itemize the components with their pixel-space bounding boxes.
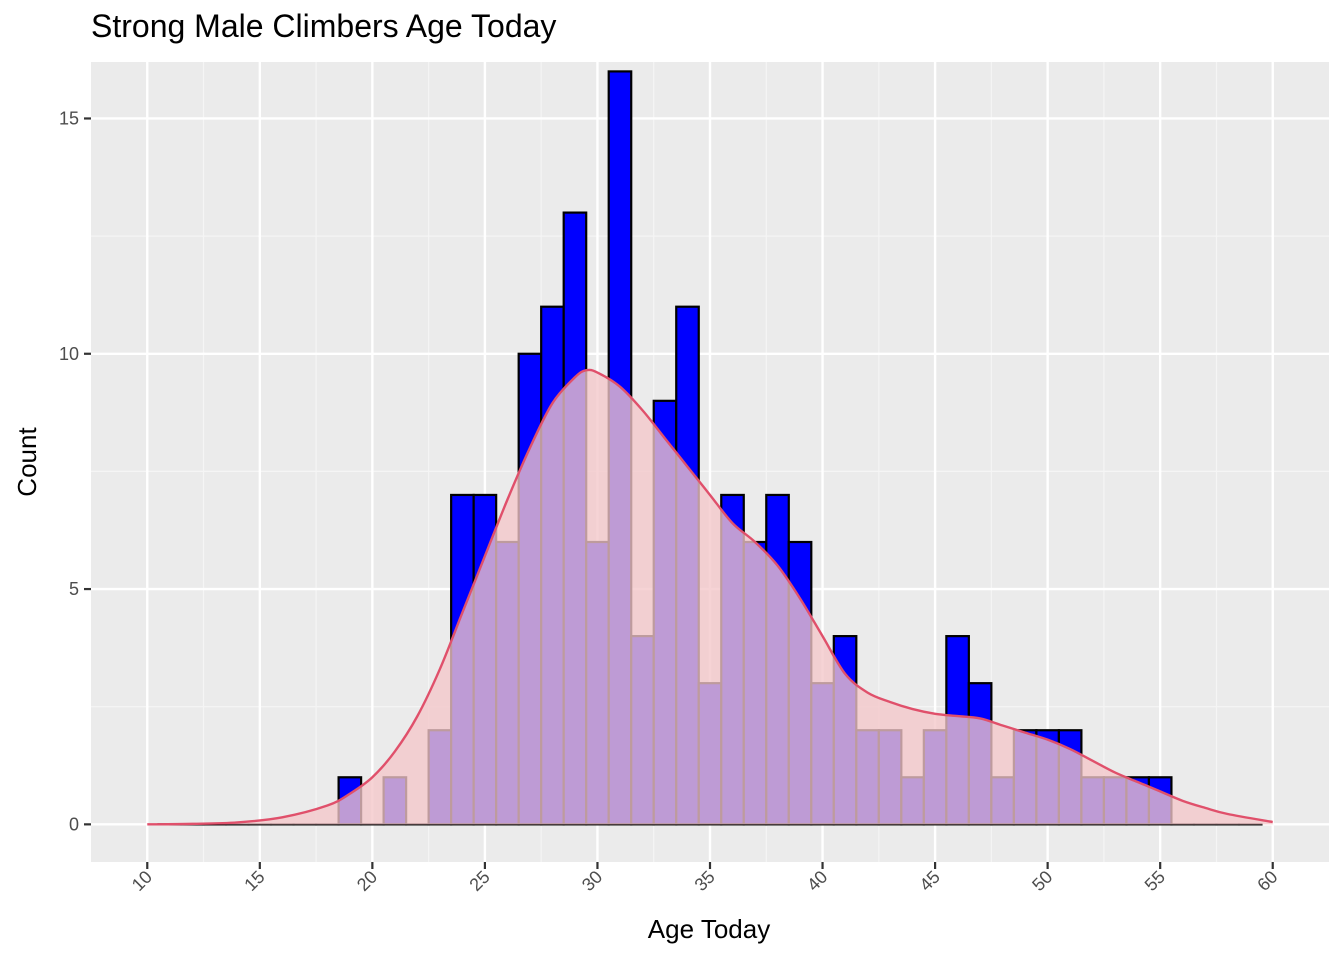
x-axis: 10 15 20 25 30 35 40 45 50 55 60: [128, 862, 1282, 895]
x-tick-label: 25: [465, 867, 493, 895]
x-tick-label: 55: [1141, 867, 1169, 895]
y-axis: 0 5 10 15: [59, 108, 91, 834]
x-tick-label: 45: [916, 867, 944, 895]
x-tick-label: 10: [128, 867, 156, 895]
y-tick-label: 0: [69, 814, 79, 834]
density-layer: [147, 368, 1273, 826]
x-tick-label: 50: [1028, 867, 1056, 895]
x-tick-label: 20: [353, 867, 381, 895]
density-line: [147, 368, 1273, 826]
y-tick-label: 10: [59, 344, 79, 364]
x-axis-title: Age Today: [648, 914, 770, 944]
x-tick-label: 30: [578, 867, 606, 895]
x-tick-label: 40: [803, 867, 831, 895]
x-tick-label: 35: [691, 867, 719, 895]
x-tick-label: 15: [240, 867, 268, 895]
y-axis-title: Count: [12, 427, 42, 497]
x-tick-label: 60: [1253, 867, 1281, 895]
y-tick-label: 15: [59, 108, 79, 128]
y-tick-label: 5: [69, 579, 79, 599]
chart-title: Strong Male Climbers Age Today: [91, 8, 557, 44]
density-area: [147, 369, 1273, 825]
